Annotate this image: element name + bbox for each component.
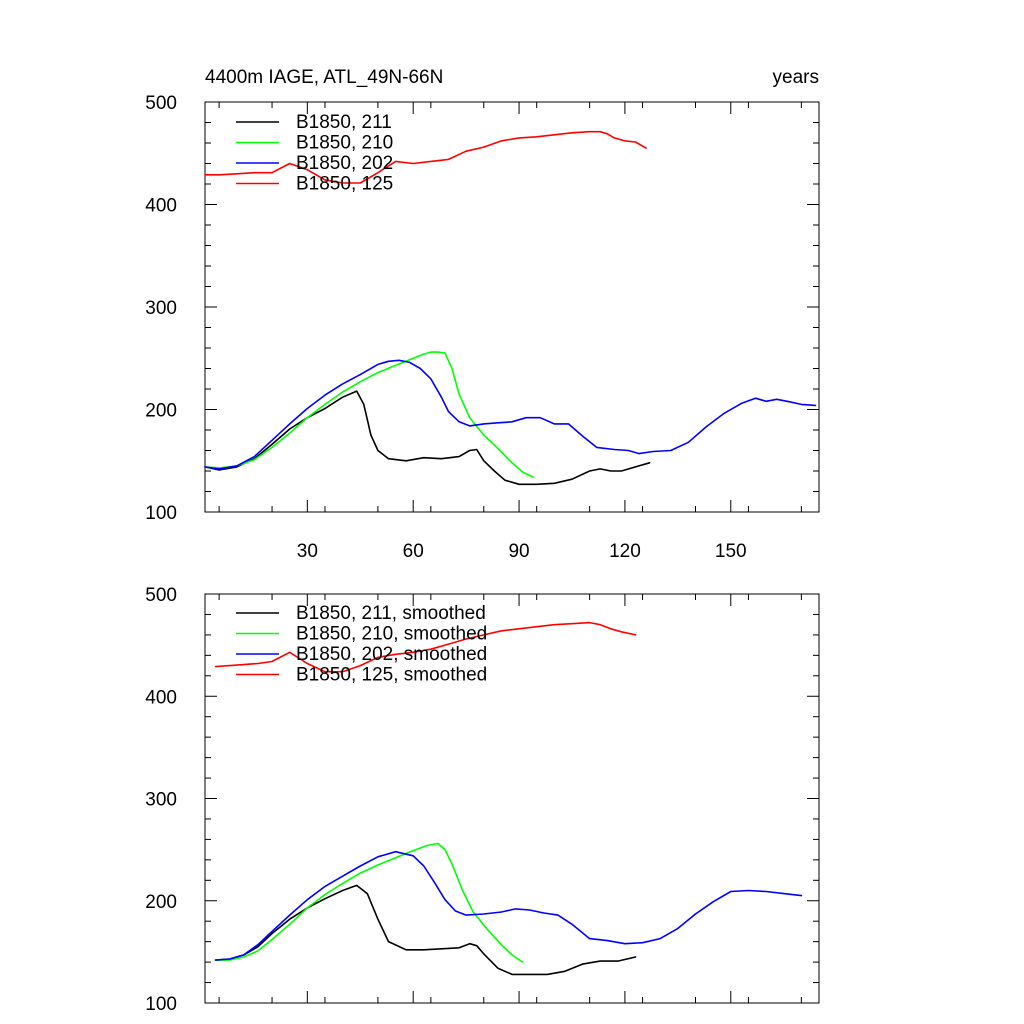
legend-label: B1850, 202 [296, 153, 393, 174]
legend-label: B1850, 210, smoothed [296, 624, 487, 645]
series-line-4 [204, 130, 647, 184]
legend-label: B1850, 211 [296, 112, 392, 133]
series-line-2 [204, 351, 535, 478]
legend-label: B1850, 210 [296, 133, 393, 154]
x-tick-label: 60 [403, 541, 424, 562]
series-line-4 [214, 621, 637, 673]
bottom-axis-ticks: 100 200 300 400 500 [145, 585, 819, 1015]
series-line-3 [204, 359, 817, 470]
y-tick-label: 100 [145, 994, 177, 1015]
chart-title-right: years [773, 67, 819, 88]
top-axis-ticks: 100 200 300 400 500 30 60 90 120 150 [145, 93, 819, 562]
top-panel: 4400m IAGE, ATL_49N-66N years 100 200 300 4… [145, 67, 820, 562]
y-tick-label: 400 [145, 687, 177, 708]
legend-label: B1850, 125, smoothed [296, 665, 487, 686]
legend-label: B1850, 125 [296, 174, 393, 195]
y-tick-label: 200 [145, 401, 177, 422]
y-tick-label: 100 [145, 503, 177, 524]
y-tick-label: 300 [145, 790, 177, 811]
top-series-lines [204, 130, 817, 486]
series-line-1 [204, 390, 651, 486]
series-line-3 [214, 850, 803, 961]
series-line-2 [214, 842, 524, 963]
y-tick-label: 400 [145, 196, 177, 217]
y-tick-label: 500 [145, 585, 177, 606]
x-tick-label: 90 [508, 541, 529, 562]
x-tick-label: 120 [609, 541, 641, 562]
legend-label: B1850, 211, smoothed [296, 603, 486, 624]
series-line-1 [214, 884, 637, 976]
x-tick-label: 30 [297, 541, 318, 562]
x-tick-label: 150 [715, 541, 747, 562]
legend-label: B1850, 202, smoothed [296, 644, 487, 665]
y-tick-label: 500 [145, 93, 177, 114]
y-tick-label: 200 [145, 892, 177, 913]
bottom-series-lines [214, 621, 803, 976]
y-tick-label: 300 [145, 298, 177, 319]
chart-title: 4400m IAGE, ATL_49N-66N [205, 67, 443, 88]
